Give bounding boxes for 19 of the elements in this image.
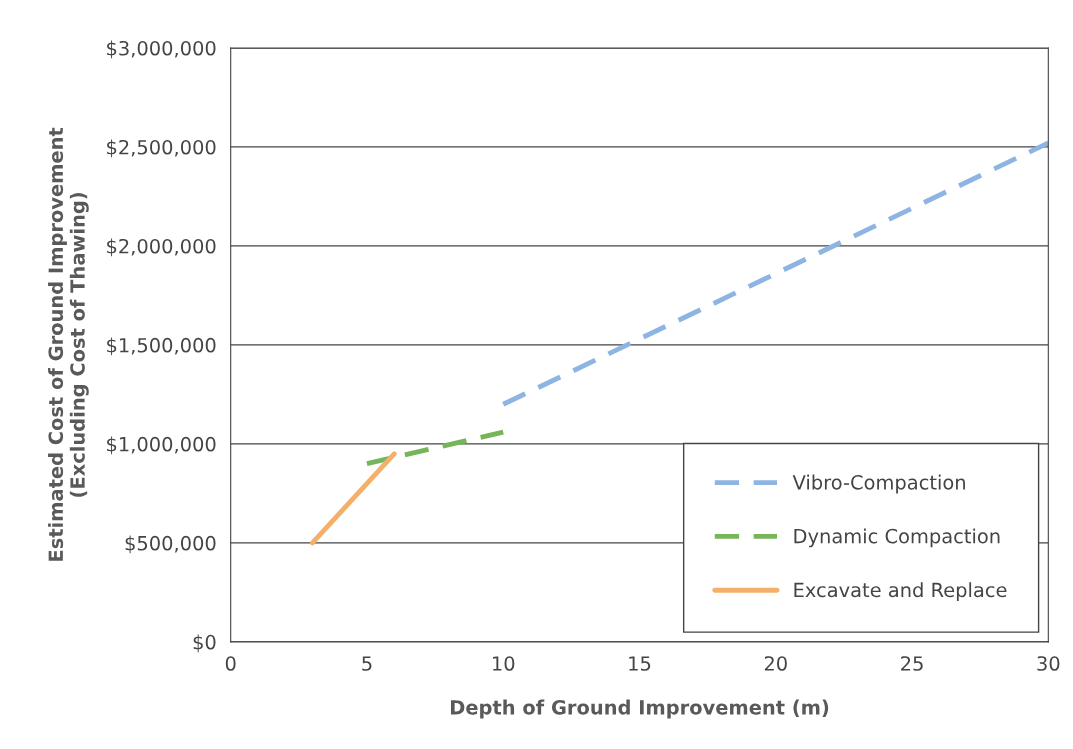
y-tick-label: $0	[193, 634, 216, 653]
y-tick-label: $2,000,000	[107, 238, 216, 257]
x-tick-label: 5	[362, 656, 372, 671]
y-tick-label: $1,500,000	[107, 337, 216, 356]
legend-label: Vibro-Compaction	[792, 474, 965, 494]
x-tick-label: 10	[493, 656, 515, 671]
legend-label: Excavate and Replace	[794, 582, 1007, 602]
x-tick-label: 30	[1037, 656, 1060, 671]
y-tick-label: $2,500,000	[107, 139, 216, 158]
y-axis-title: Estimated Cost of Ground Improvement (Excluding Cost of Thawing)	[48, 127, 89, 561]
legend-label: Dynamic Compaction	[794, 528, 1000, 548]
x-tick-label: 15	[629, 656, 651, 671]
x-tick-label: 0	[225, 656, 236, 671]
x-tick-label: 20	[764, 656, 787, 671]
y-tick-label: $1,000,000	[107, 436, 216, 455]
x-tick-label: 25	[901, 656, 923, 671]
y-tick-label: $3,000,000	[107, 40, 216, 59]
y-tick-label: $500,000	[125, 535, 216, 554]
x-axis-title: Depth of Ground Improvement (m)	[450, 699, 829, 719]
